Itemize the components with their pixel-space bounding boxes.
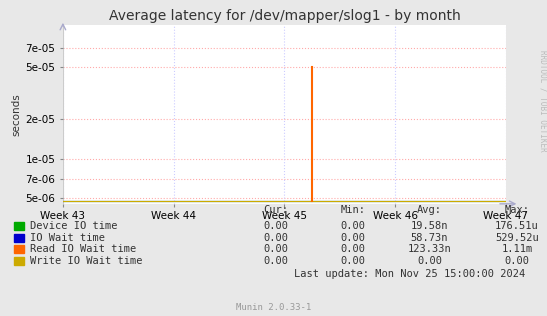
Text: 0.00: 0.00	[264, 233, 289, 243]
Text: 0.00: 0.00	[340, 256, 365, 266]
Text: 58.73n: 58.73n	[411, 233, 448, 243]
Text: 176.51u: 176.51u	[495, 221, 539, 231]
Text: 0.00: 0.00	[340, 233, 365, 243]
Text: 0.00: 0.00	[504, 256, 529, 266]
Text: Avg:: Avg:	[417, 205, 442, 215]
Text: RRDTOOL / TOBI OETIKER: RRDTOOL / TOBI OETIKER	[539, 50, 547, 152]
Text: Last update: Mon Nov 25 15:00:00 2024: Last update: Mon Nov 25 15:00:00 2024	[294, 269, 525, 279]
Title: Average latency for /dev/mapper/slog1 - by month: Average latency for /dev/mapper/slog1 - …	[108, 9, 461, 23]
Text: 0.00: 0.00	[264, 244, 289, 254]
Text: 0.00: 0.00	[264, 256, 289, 266]
Text: Max:: Max:	[504, 205, 529, 215]
Text: IO Wait time: IO Wait time	[30, 233, 105, 243]
Text: 0.00: 0.00	[417, 256, 442, 266]
Text: Write IO Wait time: Write IO Wait time	[30, 256, 143, 266]
Text: Min:: Min:	[340, 205, 365, 215]
Text: 0.00: 0.00	[340, 244, 365, 254]
Y-axis label: seconds: seconds	[11, 93, 21, 136]
Text: 0.00: 0.00	[340, 221, 365, 231]
Text: 123.33n: 123.33n	[408, 244, 451, 254]
Text: 19.58n: 19.58n	[411, 221, 448, 231]
Text: Cur:: Cur:	[264, 205, 289, 215]
Text: 0.00: 0.00	[264, 221, 289, 231]
Text: 1.11m: 1.11m	[501, 244, 533, 254]
Text: Munin 2.0.33-1: Munin 2.0.33-1	[236, 303, 311, 312]
Text: Read IO Wait time: Read IO Wait time	[30, 244, 136, 254]
Text: 529.52u: 529.52u	[495, 233, 539, 243]
Text: Device IO time: Device IO time	[30, 221, 118, 231]
